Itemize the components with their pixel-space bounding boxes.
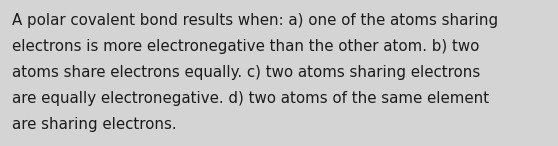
Text: are equally electronegative. d) two atoms of the same element: are equally electronegative. d) two atom…	[12, 91, 489, 106]
Text: are sharing electrons.: are sharing electrons.	[12, 117, 177, 132]
Text: electrons is more electronegative than the other atom. b) two: electrons is more electronegative than t…	[12, 39, 480, 54]
Text: A polar covalent bond results when: a) one of the atoms sharing: A polar covalent bond results when: a) o…	[12, 13, 498, 28]
Text: atoms share electrons equally. c) two atoms sharing electrons: atoms share electrons equally. c) two at…	[12, 65, 480, 80]
